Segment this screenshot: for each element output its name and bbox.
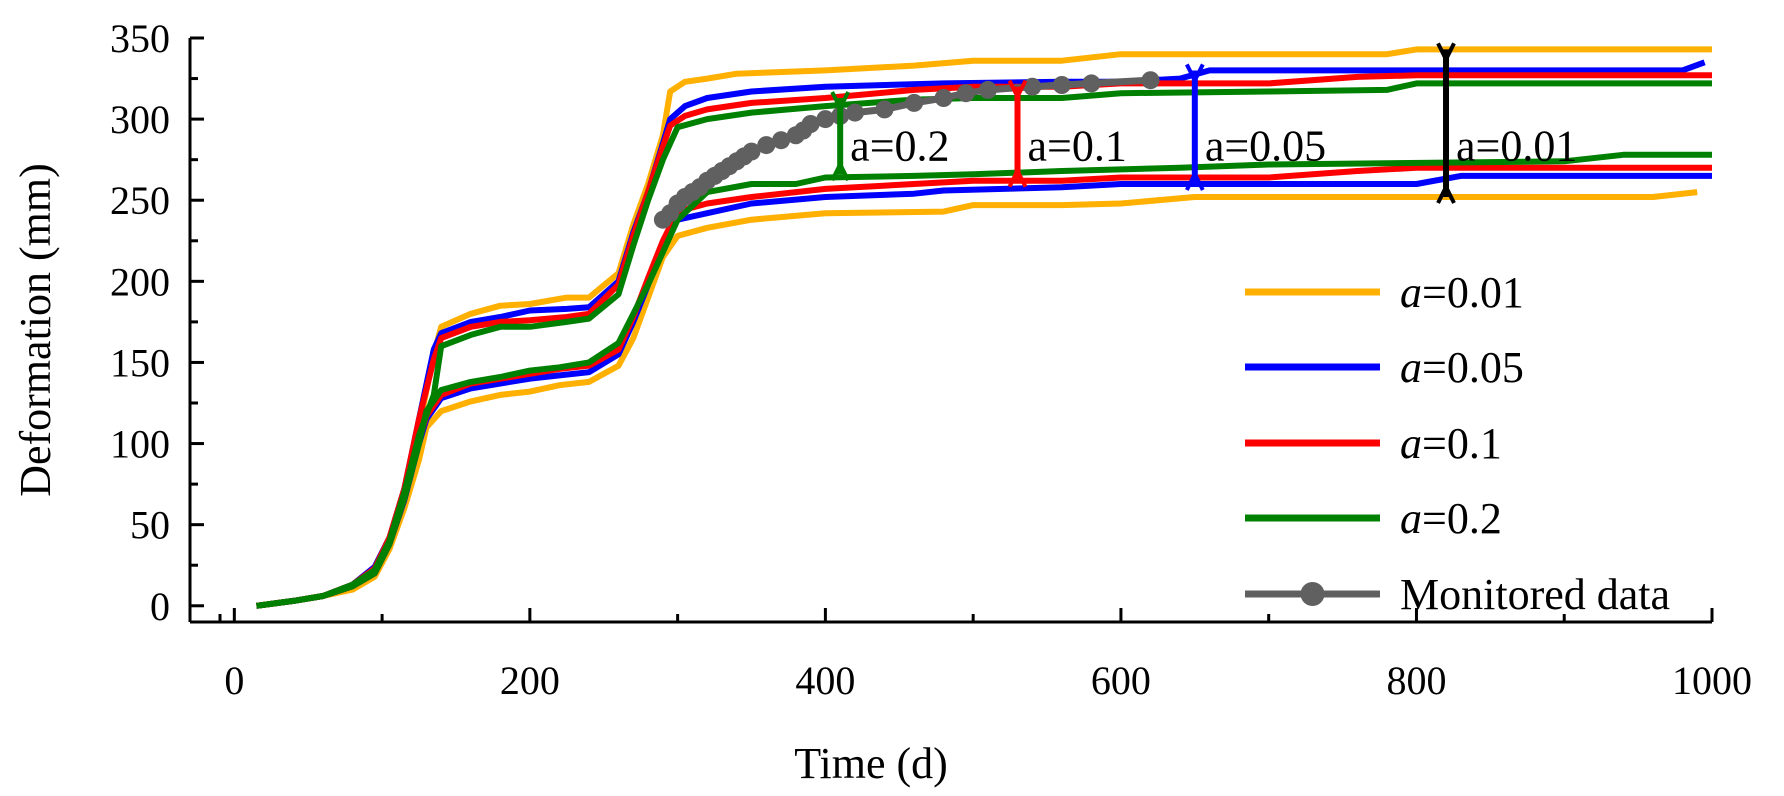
monitored-data-point — [875, 100, 894, 119]
y-tick-label: 250 — [110, 178, 170, 223]
y-axis-title: Deformation (mm) — [11, 163, 60, 497]
axes-layer: 0 50 100 150 200 250 300 350 0 200 400 600 800 1000 Ti… — [11, 16, 1752, 788]
monitored-data-point — [772, 131, 791, 150]
monitored-data-point — [742, 142, 761, 161]
monitored-data-point — [1141, 71, 1160, 90]
series-a0-2-lower-line — [256, 151, 1712, 609]
x-axis-title: Time (d) — [794, 739, 948, 788]
legend-label-a0-2: a=0.2 — [1400, 494, 1502, 543]
monitored-data-point — [1023, 77, 1042, 96]
y-tick-label: 350 — [110, 16, 170, 61]
monitored-data-point — [934, 89, 953, 107]
range-label-a0-1: a=0.1 — [1027, 122, 1126, 171]
monitored-layer — [653, 71, 1160, 229]
y-tick-label: 150 — [110, 340, 170, 385]
range-bar-a0-05-bottom-cap — [1185, 169, 1205, 191]
legend-label-monitored: Monitored data — [1400, 570, 1670, 619]
x-tick-label: 400 — [795, 658, 855, 703]
monitored-data-point — [1082, 74, 1101, 93]
x-tick-label: 800 — [1386, 658, 1446, 703]
range-label-a0-01: a=0.01 — [1456, 122, 1577, 171]
range-bar-a0-01-top-cap — [1436, 42, 1456, 64]
legend-label-a0-1: a=0.1 — [1400, 419, 1502, 468]
series-a0-01-lower-line — [256, 189, 1698, 609]
monitored-data-point — [1052, 76, 1071, 94]
y-tick-label: 100 — [110, 422, 170, 467]
y-tick-label: 50 — [130, 503, 170, 548]
monitored-data-point — [801, 115, 820, 133]
y-tick-label: 0 — [150, 584, 170, 629]
monitored-data-point — [846, 103, 864, 122]
range-bar-a0-1-top-cap — [1007, 79, 1028, 102]
x-tick-label: 1000 — [1672, 658, 1752, 703]
x-tick-label: 0 — [224, 658, 244, 703]
legend-label-a0-05: a=0.05 — [1400, 343, 1524, 392]
monitored-data-point — [816, 110, 835, 129]
y-tick-label: 300 — [110, 97, 170, 142]
y-tick-label: 200 — [110, 259, 170, 304]
monitored-data-point — [978, 80, 997, 99]
monitored-data-point — [956, 84, 975, 103]
x-tick-label: 200 — [500, 658, 560, 703]
x-tick-label: 600 — [1091, 658, 1151, 703]
range-bar-a0-2-bottom-cap — [830, 159, 850, 182]
monitored-data-point — [905, 93, 924, 112]
range-label-a0-05: a=0.05 — [1205, 122, 1326, 171]
range-bar-a0-01-bottom-cap — [1436, 182, 1456, 204]
series-layer — [256, 46, 1712, 609]
legend: a=0.01 a=0.05 a=0.1 a=0.2 Monitored data — [1245, 268, 1670, 619]
monitored-data-point — [757, 136, 776, 155]
range-label-a0-2: a=0.2 — [850, 122, 949, 171]
range-bar-a0-1-bottom-cap — [1007, 166, 1028, 188]
legend-marker-monitored — [1300, 582, 1325, 606]
annotation-layer: a=0.2 a=0.1 a=0.05 a=0.01 — [830, 42, 1577, 204]
legend-label-a0-01: a=0.01 — [1400, 268, 1524, 317]
range-bar-a0-05-top-cap — [1185, 63, 1205, 85]
range-bar-a0-2-top-cap — [830, 91, 850, 113]
